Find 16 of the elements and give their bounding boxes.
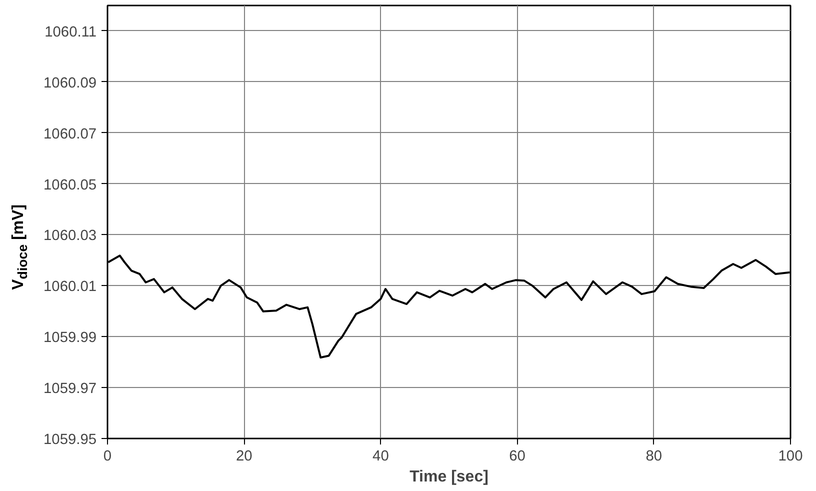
y-tick-label: 1060.01 xyxy=(44,279,97,296)
y-tick-label: 1059.97 xyxy=(44,381,97,398)
y-tick-label: 1060.09 xyxy=(44,75,97,92)
y-tick-label: 1060.03 xyxy=(44,228,97,244)
y-tick-label: 1060.11 xyxy=(44,24,96,40)
y-tick-label: 1059.95 xyxy=(44,432,97,448)
x-tick-label: 100 xyxy=(778,448,803,464)
x-tick-label: 60 xyxy=(509,448,526,464)
y-tick-label: 1060.07 xyxy=(44,126,97,142)
y-tick-label: 1060.05 xyxy=(44,177,97,194)
x-tick-label: 40 xyxy=(372,448,389,464)
x-tick-label: 80 xyxy=(646,448,662,464)
x-tick-label: 20 xyxy=(236,448,252,464)
y-tick-label: 1059.99 xyxy=(44,330,97,346)
x-tick-label: 0 xyxy=(103,448,112,464)
x-axis-title: Time [sec] xyxy=(410,468,488,486)
